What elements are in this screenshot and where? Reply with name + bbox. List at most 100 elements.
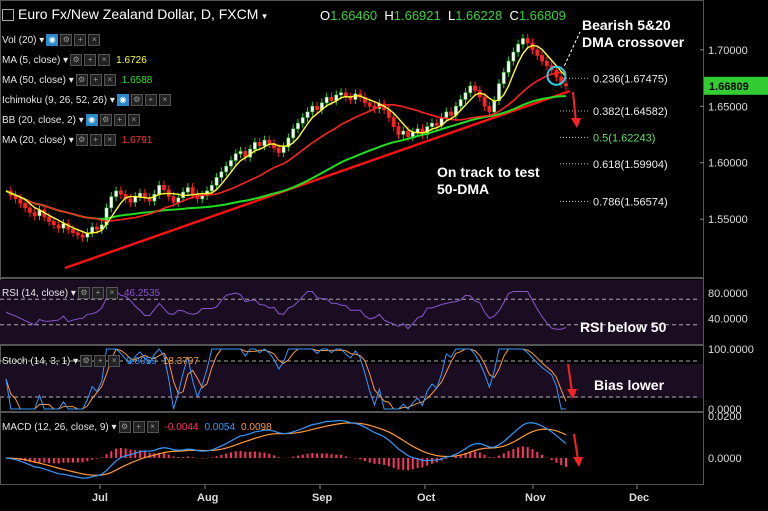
candle-body: [463, 92, 468, 100]
settings-icon[interactable]: ⚙: [60, 34, 73, 47]
stoch-k-line: [5, 348, 566, 410]
chevron-down-icon[interactable]: ▾: [107, 95, 115, 106]
settings-icon[interactable]: ⚙: [99, 114, 112, 127]
indicator-label: Vol (20): [2, 35, 37, 46]
candle-body: [363, 96, 367, 104]
close-icon[interactable]: ×: [98, 54, 111, 67]
close-icon[interactable]: ×: [127, 114, 140, 127]
settings-icon[interactable]: ⚙: [77, 287, 90, 300]
candle-body: [564, 83, 568, 87]
annotation-crossover-2: DMA crossover: [582, 34, 685, 50]
stoch-k-value: 9.8059: [126, 356, 157, 367]
candle-body: [118, 190, 123, 195]
candle-body: [468, 85, 473, 93]
indicator-ma20[interactable]: MA (20, close) ▾ ⚙ + × 1.6791: [2, 134, 152, 148]
x-tick-label: Jul: [92, 492, 108, 504]
macd-tick-label: 0.0000: [708, 453, 742, 465]
candle-body: [324, 96, 329, 104]
chevron-down-icon[interactable]: ▾: [75, 115, 84, 126]
close-icon[interactable]: ×: [158, 94, 171, 107]
x-tick-label: Dec: [629, 492, 649, 504]
annotation-bias: Bias lower: [594, 377, 665, 393]
candle-body: [473, 85, 477, 91]
close-icon[interactable]: ×: [88, 34, 101, 47]
crossover-marker: [546, 65, 567, 86]
indicator-bb[interactable]: BB (20, close, 2) ▾ ◉ ⚙ + ×: [2, 114, 146, 128]
candle-body: [540, 55, 544, 62]
price-tick-label: 1.55000: [708, 214, 748, 226]
candle-body: [176, 197, 181, 203]
candle-body: [521, 38, 525, 45]
eye-icon[interactable]: ◉: [85, 114, 98, 127]
close-icon[interactable]: ×: [103, 134, 116, 147]
add-icon[interactable]: +: [74, 34, 87, 47]
add-icon[interactable]: +: [89, 134, 102, 147]
ohlc-o: O1.66460: [320, 8, 378, 23]
settings-icon[interactable]: ⚙: [130, 94, 143, 107]
eye-icon[interactable]: ◉: [46, 34, 59, 47]
chevron-down-icon[interactable]: ▾: [36, 35, 45, 46]
candle-body: [487, 105, 492, 113]
annotation-test-1: On track to test: [437, 164, 540, 180]
settings-icon[interactable]: ⚙: [80, 355, 93, 368]
indicator-ma50[interactable]: MA (50, close) ▾ ⚙ + × 1.6588: [2, 74, 152, 88]
eye-icon[interactable]: ◉: [116, 94, 129, 107]
stoch-d-value: 18.3797: [162, 356, 199, 367]
add-icon[interactable]: +: [144, 94, 157, 107]
settings-icon[interactable]: ⚙: [75, 134, 88, 147]
candle-body: [415, 128, 420, 133]
close-icon[interactable]: ×: [103, 74, 116, 87]
candle-body: [80, 234, 85, 238]
add-icon[interactable]: +: [84, 54, 97, 67]
chevron-down-icon[interactable]: ▾: [68, 288, 76, 299]
chevron-down-icon[interactable]: ▾: [65, 135, 74, 146]
chevron-down-icon[interactable]: ▾: [60, 55, 69, 66]
candle-body: [23, 203, 28, 209]
indicator-label: BB (20, close, 2): [2, 115, 76, 126]
candle-body: [267, 139, 272, 144]
down-arrow-icon: [571, 118, 581, 128]
add-icon[interactable]: +: [132, 421, 145, 434]
close-icon[interactable]: ×: [146, 421, 159, 434]
indicator-vol[interactable]: Vol (20) ▾ ◉ ⚙ + ×: [2, 34, 106, 48]
chevron-down-icon[interactable]: ▾: [65, 75, 74, 86]
ohlc-c: C1.66809: [509, 8, 566, 23]
close-icon[interactable]: ×: [108, 355, 121, 368]
rsi-header[interactable]: RSI (14, close) ▾ ⚙ + × 46.2535: [2, 287, 160, 301]
chevron-down-icon[interactable]: ▾: [108, 422, 117, 433]
candle-body: [157, 185, 162, 195]
macd-hist-value: -0.0044: [164, 422, 199, 433]
indicator-label: MACD (12, 26, close, 9): [2, 422, 109, 433]
stoch-header[interactable]: Stoch (14, 3, 1) ▾ ⚙ + × 9.8059 18.3797: [2, 355, 199, 369]
candle-body: [138, 192, 142, 197]
chevron-down-icon[interactable]: ▾: [70, 356, 79, 367]
chevron-down-icon[interactable]: ▾: [262, 11, 267, 21]
ma5-line: [5, 44, 567, 235]
menu-icon[interactable]: [2, 9, 14, 22]
macd-header[interactable]: MACD (12, 26, close, 9) ▾ ⚙ + × -0.0044 0.005…: [2, 421, 272, 435]
chart-title[interactable]: Euro Fx/New Zealand Dollar, D, FXCM ▾: [2, 6, 267, 22]
add-icon[interactable]: +: [94, 355, 107, 368]
add-icon[interactable]: +: [113, 114, 126, 127]
add-icon[interactable]: +: [89, 74, 102, 87]
settings-icon[interactable]: ⚙: [75, 74, 88, 87]
stoch-band: [0, 364, 703, 398]
candle-body: [391, 117, 396, 127]
candle-body: [238, 151, 243, 154]
stoch-tick-label: 0.0000: [708, 404, 742, 416]
settings-icon[interactable]: ⚙: [70, 54, 83, 67]
candle-body: [501, 72, 506, 84]
indicator-value: 1.6588: [121, 75, 153, 86]
candle-body: [430, 122, 434, 127]
crossover-pointer: [563, 31, 581, 66]
add-icon[interactable]: +: [91, 287, 104, 300]
candle-body: [281, 146, 286, 153]
indicator-ma5[interactable]: MA (5, close) ▾ ⚙ + × 1.6726: [2, 54, 147, 68]
indicator-ichimoku[interactable]: Ichimoku (9, 26, 52, 26) ▾ ◉ ⚙ + ×: [2, 94, 177, 108]
close-icon[interactable]: ×: [105, 287, 118, 300]
candle-body: [95, 226, 99, 230]
x-tick-label: Aug: [197, 492, 218, 504]
fib-label: 0.786(1.56574): [593, 196, 668, 208]
candle-body: [525, 38, 530, 44]
settings-icon[interactable]: ⚙: [118, 421, 131, 434]
